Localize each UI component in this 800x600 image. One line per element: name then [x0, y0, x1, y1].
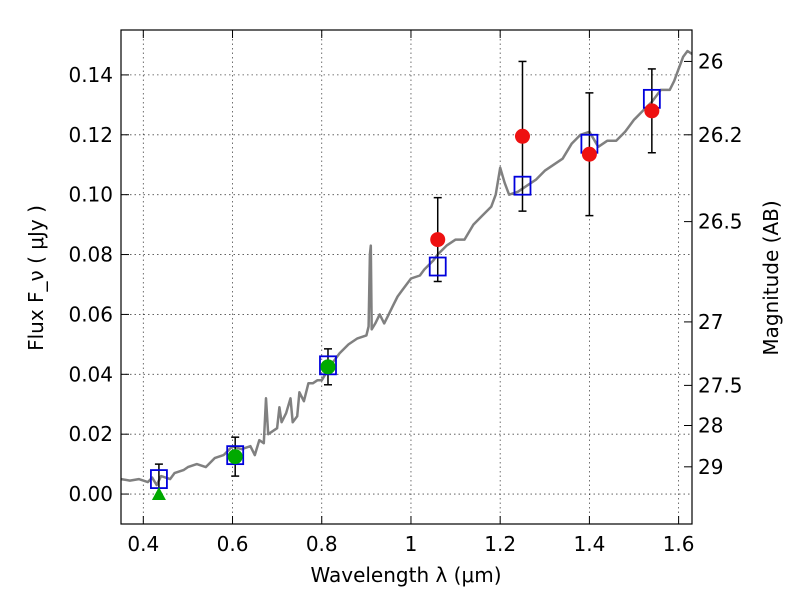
y-axis-title: Flux F_ν ( μJy ) — [24, 205, 48, 351]
magnitude-tick-label: 28 — [698, 413, 723, 437]
x-tick-label: 0.4 — [127, 532, 159, 556]
y-tick-label: 0.00 — [68, 482, 113, 506]
magnitude-tick-label: 27.5 — [698, 373, 743, 397]
observed-photometry-point — [514, 128, 530, 144]
tick-marks — [121, 30, 692, 524]
observed-photometry-point — [581, 146, 597, 162]
x-tick-label: 1 — [405, 532, 418, 556]
x-tick-label: 0.8 — [306, 532, 338, 556]
model-photometry-square — [513, 175, 532, 196]
y-tick-label: 0.08 — [68, 243, 113, 267]
x-axis-title: Wavelength λ (μm) — [310, 563, 501, 587]
observed-photometry-point — [430, 232, 446, 248]
model-photometry-square — [428, 256, 447, 277]
y-tick-label: 0.02 — [68, 422, 113, 446]
x-tick-label: 1.6 — [663, 532, 695, 556]
model-photometry-square — [319, 355, 337, 376]
observed-photometry-point — [227, 449, 243, 465]
plot-content — [121, 49, 692, 501]
magnitude-tick-label: 29 — [698, 455, 723, 479]
y-tick-label: 0.12 — [68, 123, 113, 147]
magnitude-tick-label: 27 — [698, 310, 723, 334]
magnitude-tick-label: 26.2 — [698, 123, 743, 147]
tick-labels: 0.4 0.6 0.8 1 1.2 1.4 1.6 0.00 0.02 0.04 0.06 0.08 0… — [68, 49, 742, 556]
y-tick-label: 0.04 — [68, 362, 113, 386]
y-tick-label: 0.10 — [68, 183, 113, 207]
observed-photometry-point — [320, 359, 336, 375]
model-photometry-square — [226, 445, 245, 466]
x-tick-label: 0.6 — [217, 532, 249, 556]
y-tick-label: 0.14 — [68, 63, 113, 87]
right-axis-title: Magnitude (AB) — [759, 200, 783, 355]
y-tick-label: 0.06 — [68, 302, 113, 326]
observed-photometry-point — [644, 103, 660, 119]
magnitude-tick-label: 26.5 — [698, 210, 743, 234]
plot-area — [121, 49, 692, 501]
upper-limit-triangle — [151, 487, 166, 501]
magnitude-tick-label: 26 — [698, 49, 723, 73]
grid-lines — [121, 30, 692, 524]
x-tick-label: 1.4 — [573, 532, 605, 556]
plot-frame — [120, 29, 693, 525]
model-spectrum-line — [121, 49, 692, 487]
x-tick-label: 1.2 — [484, 532, 516, 556]
